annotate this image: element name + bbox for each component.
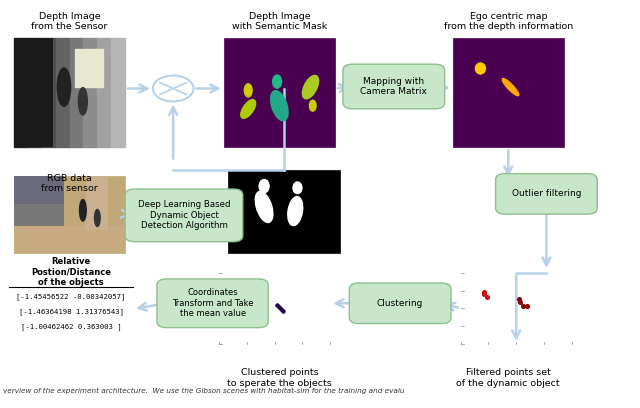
Bar xyxy=(14,226,125,253)
Point xyxy=(258,290,268,297)
FancyBboxPatch shape xyxy=(349,283,451,324)
Text: Coordinates
Transform and Take
the mean value: Coordinates Transform and Take the mean … xyxy=(172,288,253,318)
Text: verview of the experiment architecture.  We use the Gibson scenes with habitat-s: verview of the experiment architecture. … xyxy=(3,388,404,395)
Bar xyxy=(14,38,53,147)
Point xyxy=(278,308,289,315)
Bar xyxy=(97,38,111,147)
Bar xyxy=(56,38,70,147)
Point xyxy=(482,294,492,300)
Bar xyxy=(83,38,97,147)
Bar xyxy=(86,175,108,230)
Bar xyxy=(14,204,64,226)
Text: Outlier filtering: Outlier filtering xyxy=(511,189,581,198)
Ellipse shape xyxy=(288,197,303,226)
Ellipse shape xyxy=(255,191,273,222)
Ellipse shape xyxy=(502,78,519,96)
Point xyxy=(479,290,489,297)
Ellipse shape xyxy=(259,180,269,193)
Point xyxy=(259,290,269,297)
Ellipse shape xyxy=(79,88,87,115)
Ellipse shape xyxy=(309,100,316,111)
Ellipse shape xyxy=(95,210,100,226)
FancyBboxPatch shape xyxy=(343,64,445,109)
Bar xyxy=(42,38,56,147)
Point xyxy=(518,302,528,309)
Ellipse shape xyxy=(271,91,288,121)
Point xyxy=(515,299,525,306)
Text: Relative
Postion/Distance
of the objects: Relative Postion/Distance of the objects xyxy=(31,257,111,287)
Point xyxy=(272,302,282,308)
Text: Depth Image
with Semantic Mask: Depth Image with Semantic Mask xyxy=(232,11,327,31)
Bar xyxy=(452,38,564,147)
Bar xyxy=(219,273,330,344)
Bar xyxy=(461,273,572,344)
Point xyxy=(254,298,264,304)
Text: Deep Learning Based
Dynamic Object
Detection Algorithm: Deep Learning Based Dynamic Object Detec… xyxy=(138,200,230,230)
FancyBboxPatch shape xyxy=(157,279,268,328)
Bar xyxy=(9,257,133,344)
Point xyxy=(479,289,489,295)
Text: Mapping with
Camera Matrix: Mapping with Camera Matrix xyxy=(360,77,428,96)
Point xyxy=(522,303,532,310)
Text: Clustering: Clustering xyxy=(377,299,423,308)
Text: Depth Image
from the Sensor: Depth Image from the Sensor xyxy=(31,11,108,31)
Bar xyxy=(70,38,83,147)
Text: Filtered points set
of the dynamic object: Filtered points set of the dynamic objec… xyxy=(456,368,560,388)
Ellipse shape xyxy=(58,68,70,106)
Text: Ego centric map
from the depth information: Ego centric map from the depth informati… xyxy=(444,11,573,31)
Point xyxy=(514,296,524,303)
Ellipse shape xyxy=(303,75,319,99)
Ellipse shape xyxy=(79,200,86,221)
Text: RGB data
from sensor: RGB data from sensor xyxy=(41,174,98,193)
FancyBboxPatch shape xyxy=(125,189,243,242)
Ellipse shape xyxy=(273,75,282,88)
Bar xyxy=(228,170,340,253)
Text: Clustered points
to sperate the objects: Clustered points to sperate the objects xyxy=(227,368,332,388)
FancyBboxPatch shape xyxy=(495,174,597,214)
Bar xyxy=(14,175,125,253)
Bar xyxy=(14,38,125,147)
Ellipse shape xyxy=(241,100,255,118)
Circle shape xyxy=(153,75,193,102)
Bar xyxy=(28,38,42,147)
Bar xyxy=(111,38,125,147)
Ellipse shape xyxy=(476,63,486,74)
Point xyxy=(274,304,284,310)
Bar xyxy=(75,49,103,87)
Point xyxy=(276,306,286,312)
Bar xyxy=(14,38,28,147)
Bar xyxy=(224,38,335,147)
Ellipse shape xyxy=(293,182,302,194)
Bar xyxy=(14,175,64,206)
Point xyxy=(255,292,266,299)
Ellipse shape xyxy=(244,84,252,97)
Text: [-1.45456522 -0.00342057]

[-1.46364198 1.31376543]

[-1.00462462 0.363003 ]: [-1.45456522 -0.00342057] [-1.46364198 1… xyxy=(17,293,126,330)
